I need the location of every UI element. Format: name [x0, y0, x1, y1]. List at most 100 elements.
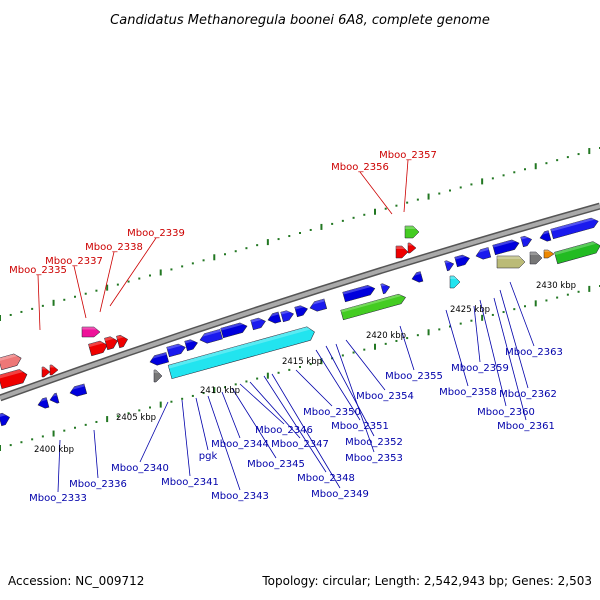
leader-line — [139, 401, 169, 463]
outer-track-dot — [577, 153, 580, 156]
gene-label: Mboo_2337 — [45, 256, 103, 267]
olive-gene — [496, 255, 526, 269]
forward-gene — [220, 322, 248, 339]
light-red-gene — [0, 353, 22, 371]
outer-track-dot — [170, 268, 173, 271]
outer-track-dot — [588, 148, 591, 155]
gene-label: Mboo_2357 — [379, 150, 437, 161]
forward-gene-shine — [414, 271, 421, 276]
outer-track-dot — [363, 213, 366, 216]
forward-gene-shape — [411, 271, 424, 283]
gene-label: Mboo_2345 — [247, 459, 305, 470]
leader-line — [509, 281, 535, 347]
gene-label: Mboo_2358 — [439, 387, 497, 398]
forward-gene — [309, 298, 328, 312]
forward-gene-shine — [492, 239, 516, 248]
forward-gene-shine — [478, 247, 489, 253]
leader-line — [473, 305, 481, 363]
gene-label: Mboo_2340 — [111, 463, 169, 474]
gene-label: Mboo_2338 — [85, 242, 143, 253]
orange-gene-shape — [543, 249, 555, 259]
gene-label: Mboo_2339 — [127, 228, 185, 239]
scale-label: 2405 kbp — [116, 413, 156, 423]
gene-label: Mboo_2354 — [356, 391, 414, 402]
forward-gene-shape — [475, 247, 492, 260]
gene-label: Mboo_2356 — [331, 162, 389, 173]
forward-gene-shape — [149, 352, 169, 366]
red-gene-shape — [104, 336, 118, 351]
outer-track-dot — [416, 198, 419, 201]
forward-gene — [267, 311, 282, 324]
outer-track-dot — [127, 280, 130, 283]
gene-label: Mboo_2335 — [9, 265, 67, 276]
leader-line — [93, 429, 99, 479]
outer-track-dot — [9, 313, 12, 316]
gene-label: Mboo_2341 — [161, 477, 219, 488]
outer-track-dot — [395, 204, 398, 207]
outer-track-dot — [502, 174, 505, 177]
gene-label: Mboo_2359 — [451, 363, 509, 374]
inner-track-dot — [202, 392, 205, 395]
inner-track-dot — [149, 406, 151, 409]
scale-label: 2425 kbp — [450, 305, 490, 315]
inner-track-dot — [63, 429, 66, 432]
forward-gene-shine — [166, 343, 182, 350]
gene-label: Mboo_2336 — [69, 479, 127, 490]
scale-labels: 2400 kbp 2405 kbp 2410 kbp 2415 kbp 2420 kbp… — [34, 281, 576, 455]
outer-track-dot — [513, 171, 516, 174]
backbone-outline — [0, 202, 600, 402]
outer-track-dot — [545, 162, 548, 165]
leader-line — [295, 369, 333, 407]
inner-track-dot — [588, 285, 591, 292]
leader-line — [221, 391, 241, 439]
outer-track-dot — [181, 265, 184, 268]
accession-text: Accession: NC_009712 — [8, 574, 145, 588]
gene-label: Mboo_2350 — [303, 407, 361, 418]
map-title: Candidatus Methanoregula boonei 6A8, com… — [110, 13, 490, 28]
inner-track-dot — [577, 290, 580, 293]
cyan-gene-block — [167, 326, 315, 380]
leader-line — [99, 251, 115, 313]
reverse-gene — [49, 392, 60, 404]
leader-line — [493, 297, 527, 421]
gene-label: Mboo_2361 — [497, 421, 555, 432]
green-gene-block-shape — [340, 293, 406, 321]
leader-line — [37, 274, 41, 331]
green-gene-small — [404, 225, 420, 239]
outer-track-dot — [288, 235, 291, 238]
gene-label: Mboo_2346 — [255, 425, 313, 436]
outer-track-dot — [106, 284, 109, 291]
outer-track-dot — [52, 299, 55, 306]
forward-gene — [492, 239, 520, 256]
inner-track-dot — [106, 416, 109, 423]
inner-track-dot — [384, 342, 387, 345]
gene-label: Mboo_2363 — [505, 347, 563, 358]
outer-track-dot — [31, 307, 34, 310]
red-gene-shine — [0, 369, 24, 379]
olive-gene-shine — [497, 256, 522, 259]
forward-gene-shape — [294, 305, 308, 318]
reverse-gene-shape — [69, 383, 88, 397]
inner-track-dot — [352, 351, 355, 354]
outer-track-dot — [384, 207, 387, 210]
summary-text: Topology: circular; Length: 2,542,943 bp… — [262, 574, 592, 588]
forward-gene — [294, 305, 308, 318]
cyan-gene-small-shine — [450, 276, 457, 279]
forward-gene-shine — [542, 230, 549, 235]
forward-gene-shape — [539, 230, 552, 242]
gene-label: Mboo_2348 — [297, 473, 355, 484]
gene-label: pgk — [199, 451, 218, 462]
reverse-gene — [69, 383, 88, 397]
forward-gene — [550, 217, 599, 240]
red-gene-shine — [42, 367, 47, 370]
forward-gene-shine — [152, 352, 167, 359]
forward-gene-shine — [550, 217, 595, 232]
red-gene-shape — [0, 369, 28, 390]
inner-track-dot — [277, 371, 280, 374]
reverse-gene — [0, 412, 10, 427]
outer-track-dot — [20, 310, 23, 313]
inner-track-dot — [191, 394, 194, 397]
gene-label: Mboo_2362 — [499, 389, 557, 400]
inner-track-dot — [545, 299, 548, 302]
